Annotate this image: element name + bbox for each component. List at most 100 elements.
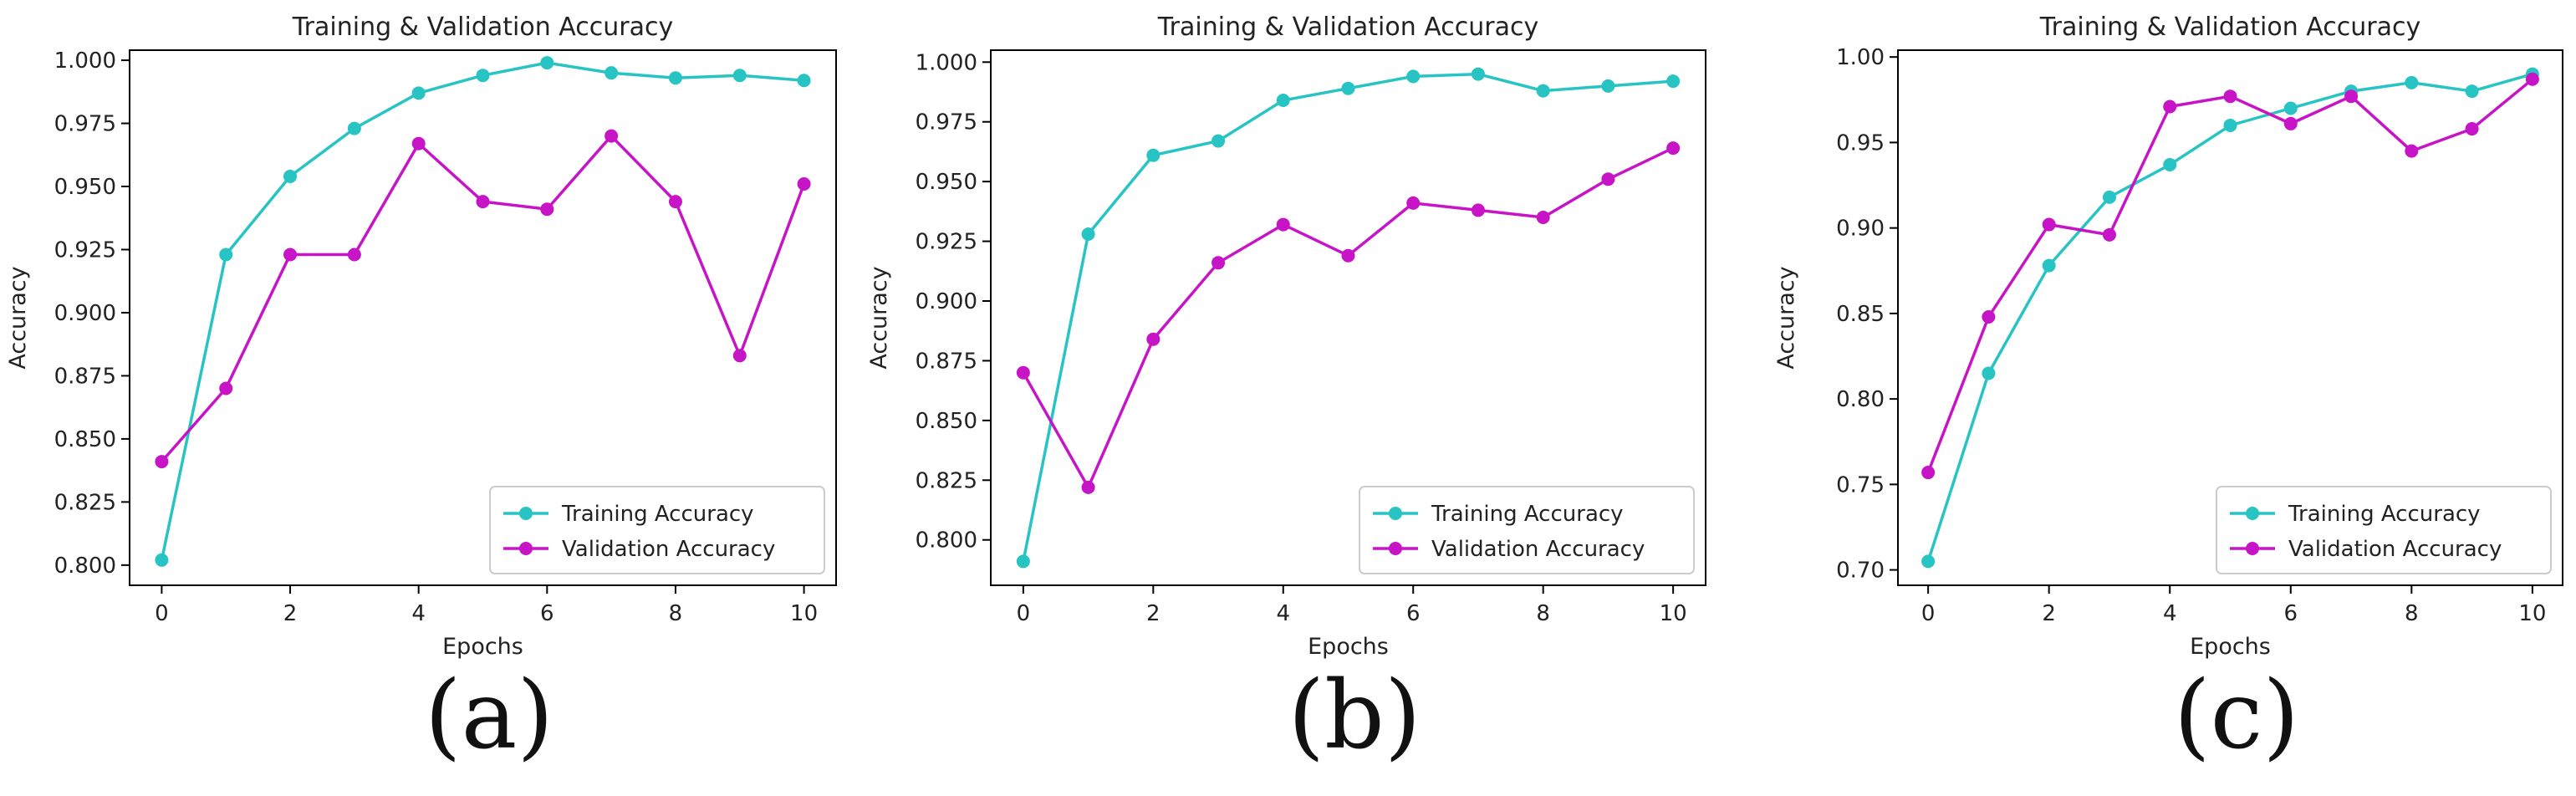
x-tick-label: 6	[1406, 601, 1421, 626]
x-tick-label: 0	[1017, 601, 1031, 626]
y-tick-label: 0.875	[54, 364, 116, 389]
y-tick-label: 0.950	[916, 170, 977, 195]
plot-frame	[1897, 49, 2563, 586]
data-point	[1406, 196, 1421, 210]
y-tick-label: 0.70	[1836, 559, 1885, 584]
legend-swatch-marker	[1389, 542, 1402, 555]
chart-title: Training & Validation Accuracy	[2039, 13, 2420, 42]
data-point	[283, 247, 298, 262]
y-tick-label: 0.85	[1836, 302, 1885, 327]
series-0	[155, 56, 811, 567]
legend-box	[489, 486, 825, 574]
legend: Training Accuracy Validation Accuracy	[2216, 486, 2552, 574]
data-point	[1601, 79, 1615, 93]
data-point	[1211, 134, 1226, 148]
data-point	[1471, 67, 1485, 81]
x-tick-label: 8	[2405, 601, 2419, 626]
data-point	[155, 553, 169, 567]
x-tick-label: 6	[540, 601, 554, 626]
chart-title: Training & Validation Accuracy	[292, 13, 673, 42]
data-point	[2102, 227, 2116, 242]
data-point	[1081, 480, 1095, 494]
legend-label: Validation Accuracy	[562, 537, 775, 562]
series-line	[160, 61, 804, 561]
data-point	[1211, 256, 1226, 270]
data-point	[1536, 211, 1550, 224]
legend-swatch-marker	[1389, 507, 1402, 520]
data-point	[155, 455, 169, 469]
y-tick-label: 0.925	[916, 230, 977, 255]
data-point	[1276, 94, 1290, 107]
y-tick-label: 0.925	[54, 237, 116, 263]
data-point	[347, 247, 361, 262]
data-point	[476, 69, 490, 83]
data-point	[1081, 227, 1095, 241]
legend-swatch-marker	[2246, 507, 2259, 520]
series-0	[1016, 67, 1681, 569]
data-point	[219, 381, 233, 395]
data-point	[1146, 332, 1160, 346]
series-1	[155, 129, 811, 469]
legend-box	[2216, 486, 2552, 574]
y-tick-label: 0.800	[916, 528, 977, 554]
data-point	[2223, 118, 2237, 132]
y-tick-label: 0.900	[54, 301, 116, 326]
x-tick-label: 10	[2518, 601, 2546, 626]
y-tick-label: 0.75	[1836, 472, 1885, 498]
y-axis-label: Accuracy	[866, 266, 892, 369]
x-axis-label: Epochs	[1308, 634, 1389, 660]
x-tick-label: 4	[1276, 601, 1290, 626]
data-point	[2223, 89, 2237, 104]
data-point	[1341, 248, 1355, 263]
x-tick-label: 4	[2163, 601, 2177, 626]
data-point	[2525, 72, 2539, 86]
data-point	[2405, 75, 2419, 89]
data-point	[1146, 148, 1160, 162]
chart-title: Training & Validation Accuracy	[1157, 13, 1538, 42]
data-point	[2344, 89, 2359, 104]
data-point	[1276, 217, 1290, 232]
data-point	[1536, 84, 1550, 98]
x-tick-label: 4	[411, 601, 426, 626]
x-tick-label: 8	[1536, 601, 1550, 626]
y-tick-label: 1.000	[916, 50, 977, 75]
data-point	[604, 66, 619, 80]
plot-frame	[129, 49, 837, 586]
data-point	[797, 177, 811, 191]
data-point	[2465, 122, 2479, 136]
x-tick-label: 0	[155, 601, 169, 626]
x-tick-label: 10	[790, 601, 818, 626]
data-point	[2465, 84, 2479, 99]
y-axis-label: Accuracy	[5, 266, 31, 369]
data-point	[1921, 554, 1936, 569]
series-1	[1921, 72, 2539, 480]
data-point	[411, 86, 426, 100]
data-point	[604, 129, 619, 143]
y-axis-label: Accuracy	[1773, 266, 1799, 369]
legend-label: Validation Accuracy	[1431, 537, 1645, 562]
data-point	[668, 195, 682, 209]
data-point	[2283, 116, 2298, 130]
x-tick-label: 2	[2042, 601, 2056, 626]
x-axis-label: Epochs	[2190, 634, 2271, 660]
data-point	[1666, 141, 1681, 156]
y-tick-label: 0.975	[916, 110, 977, 135]
plot-frame	[990, 49, 1706, 586]
y-tick-label: 0.850	[916, 409, 977, 434]
series-line	[1022, 146, 1674, 491]
data-point	[540, 202, 554, 217]
data-point	[2042, 258, 2056, 273]
legend-swatch-marker	[519, 542, 533, 555]
y-tick-label: 0.95	[1836, 130, 1885, 156]
data-point	[2042, 217, 2056, 232]
data-point	[1666, 74, 1681, 89]
legend-label: Training Accuracy	[1431, 502, 1624, 527]
legend: Training Accuracy Validation Accuracy	[1359, 486, 1695, 574]
y-tick-label: 0.875	[916, 349, 977, 374]
data-point	[668, 71, 682, 85]
data-point	[1982, 309, 1996, 324]
y-tick-label: 0.950	[54, 175, 116, 200]
data-point	[732, 349, 747, 363]
